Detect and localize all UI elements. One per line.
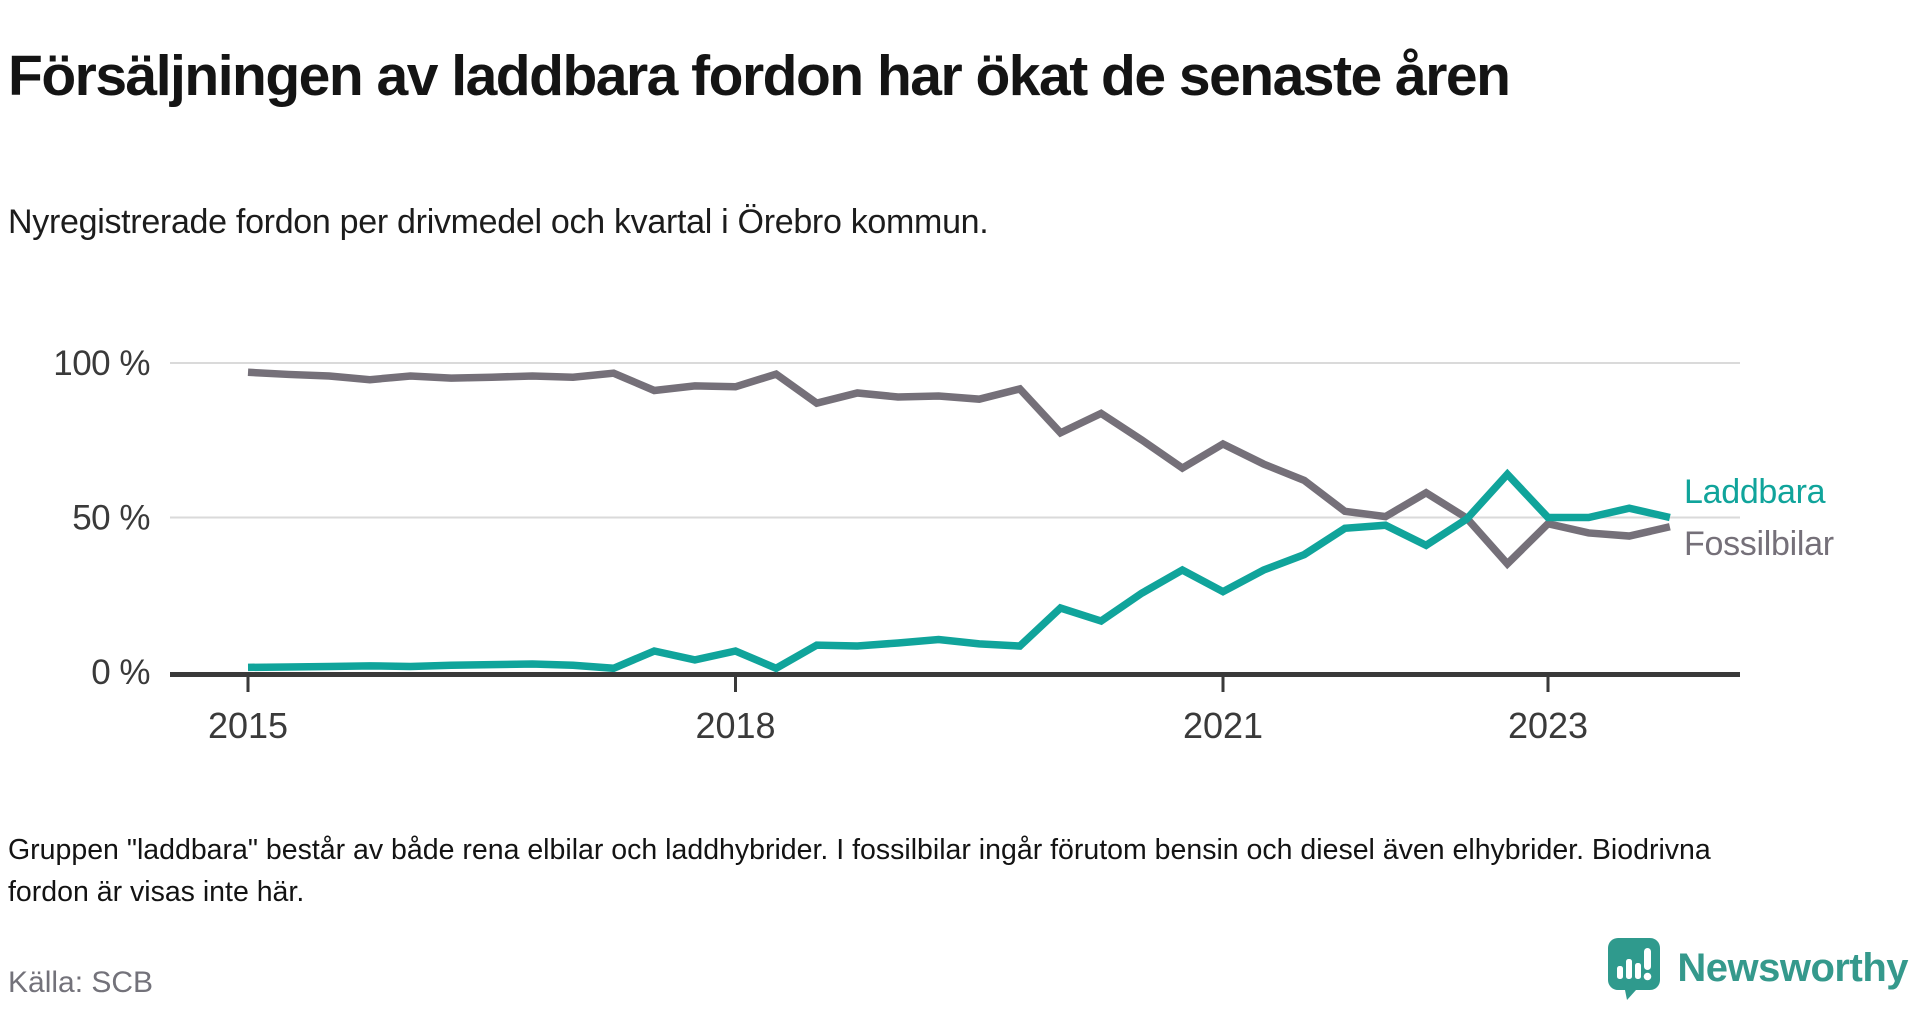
- logo-bar-1: [1617, 966, 1624, 979]
- x-tick-label: 2015: [208, 705, 288, 746]
- y-tick-label: 0 %: [91, 653, 150, 692]
- chart-footnote: Gruppen "laddbara" består av både rena e…: [8, 833, 1711, 909]
- page-title: Försäljningen av laddbara fordon har öka…: [8, 44, 1511, 109]
- chart-subtitle: Nyregistrerade fordon per drivmedel och …: [8, 203, 989, 241]
- logo-exclamation-bar: [1644, 948, 1652, 970]
- x-tick-label: 2021: [1183, 705, 1263, 746]
- y-tick-label: 50 %: [72, 499, 150, 538]
- fossilbilar-line: [247, 368, 1671, 570]
- laddbara-line: [247, 468, 1671, 673]
- source-label: Källa: SCB: [8, 966, 154, 999]
- logo-bar-3: [1635, 963, 1642, 979]
- x-tick-label: 2018: [695, 705, 775, 746]
- brand-name: Newsworthy: [1677, 945, 1908, 990]
- logo-bar-2: [1626, 959, 1633, 979]
- newsworthy-brand: Newsworthy: [1606, 936, 1908, 1000]
- newsworthy-logo-icon: [1608, 938, 1661, 1000]
- legend-label-laddbara: Laddbara: [1684, 473, 1826, 511]
- y-tick-label: 100 %: [53, 344, 150, 383]
- legend-label-fossilbilar: Fossilbilar: [1684, 525, 1834, 563]
- logo-exclamation-dot: [1644, 972, 1652, 981]
- logo-bubble: [1608, 938, 1661, 1000]
- x-tick-label: 2023: [1508, 705, 1588, 746]
